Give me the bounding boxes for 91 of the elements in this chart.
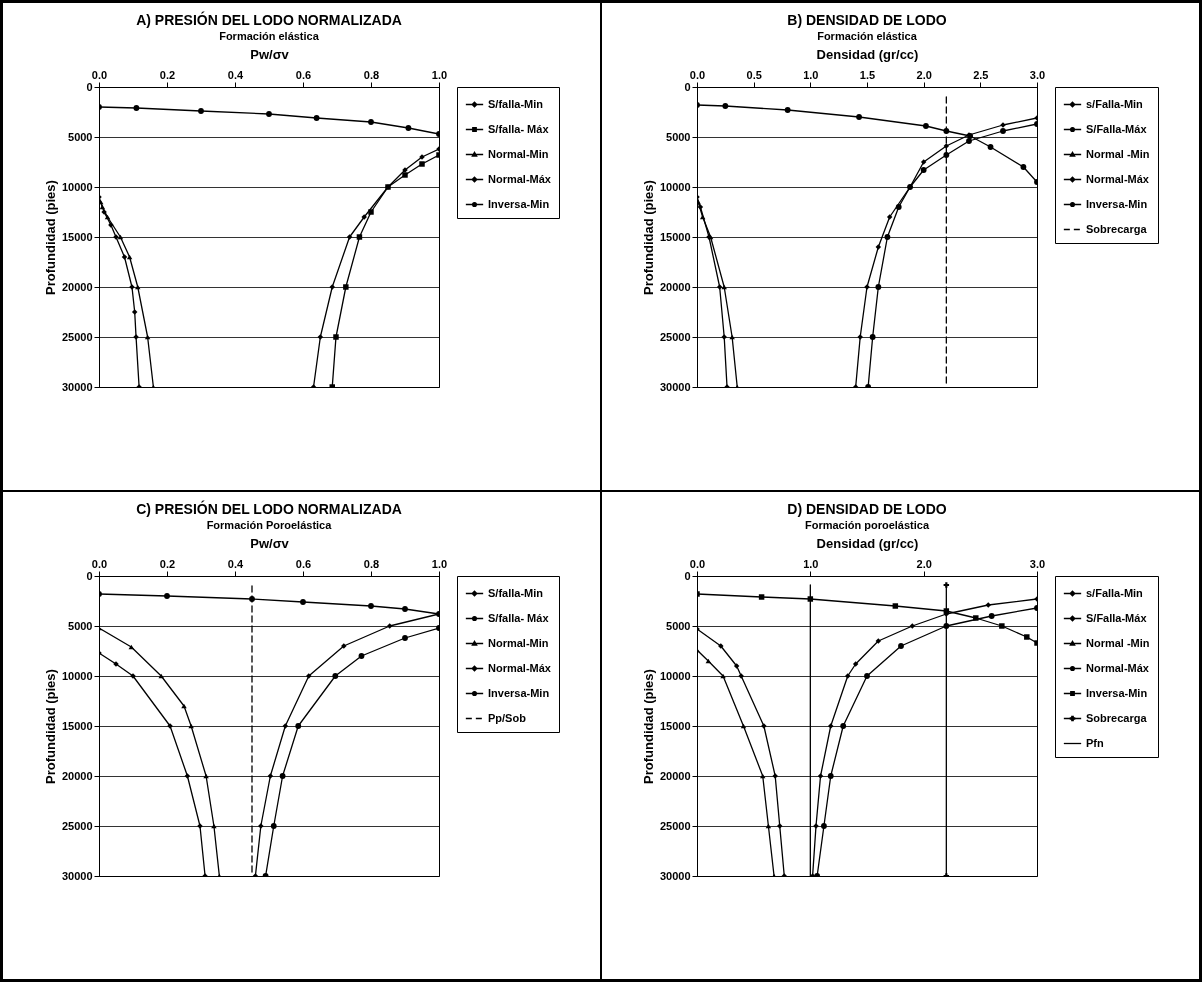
x-axis-title: Densidad (gr/cc) (816, 535, 919, 551)
y-tick-label: 0 (684, 80, 691, 93)
chart-title: A) PRESIÓN DEL LODO NORMALIZADA (135, 11, 402, 28)
y-tick-label: 5000 (67, 619, 92, 632)
x-tick-label: 3.0 (1029, 68, 1046, 81)
x-tick-label: 0.2 (159, 68, 175, 81)
y-tick-label: 5000 (666, 130, 691, 143)
x-tick-label: 0.5 (746, 68, 762, 81)
y-tick-label: 15000 (61, 719, 92, 732)
y-tick-label: 20000 (659, 280, 691, 293)
x-axis-title: Pw/σv (249, 46, 290, 62)
x-tick-label: 1.0 (431, 557, 447, 570)
chart-title: D) DENSIDAD DE LODO (787, 501, 947, 517)
y-tick-label: 30000 (61, 380, 92, 393)
y-tick-label: 20000 (61, 769, 92, 782)
y-tick-label: 10000 (659, 669, 691, 682)
y-tick-label: 30000 (659, 380, 691, 393)
x-tick-label: 0.0 (689, 557, 706, 570)
legend-label: Sobrecarga (1086, 222, 1148, 235)
legend-label: s/Falla-Min (1086, 97, 1144, 110)
y-tick-label: 5000 (666, 619, 691, 632)
legend-label: S/falla-Min (487, 97, 543, 110)
x-tick-label: 1.0 (803, 557, 819, 570)
x-tick-label: 0.6 (295, 68, 311, 81)
legend-label: Inversa-Min (487, 686, 549, 699)
legend-label: Pfn (1086, 736, 1104, 749)
x-tick-label: 0.4 (227, 68, 244, 81)
x-tick-label: 0.2 (159, 557, 175, 570)
legend-label: Normal -Min (1086, 147, 1150, 160)
legend-label: S/falla-Min (487, 586, 543, 599)
x-tick-label: 3.0 (1029, 557, 1046, 570)
legend-label: Sobrecarga (1086, 711, 1148, 724)
y-tick-label: 10000 (61, 180, 92, 193)
chart-subtitle: Formación elástica (218, 30, 320, 42)
y-tick-label: 15000 (659, 719, 691, 732)
y-tick-label: 0 (85, 80, 92, 93)
legend-label: Normal-Máx (1086, 172, 1150, 185)
x-axis-title: Densidad (gr/cc) (816, 46, 919, 62)
legend-label: S/Falla-Máx (1086, 122, 1148, 135)
legend-label: S/falla- Máx (487, 122, 549, 135)
y-tick-label: 0 (85, 569, 92, 582)
chart-subtitle: Formación Poroelástica (206, 519, 332, 531)
legend-label: Normal -Min (1086, 636, 1150, 649)
x-tick-label: 0.0 (91, 68, 107, 81)
y-tick-label: 20000 (659, 769, 691, 782)
x-tick-label: 1.0 (431, 68, 447, 81)
x-tick-label: 0.8 (363, 68, 379, 81)
chart-title: B) DENSIDAD DE LODO (787, 12, 947, 28)
y-tick-label: 30000 (659, 869, 691, 882)
x-tick-label: 0.0 (689, 68, 706, 81)
chart-subtitle: Formación elástica (817, 30, 918, 42)
y-tick-label: 25000 (61, 330, 92, 343)
x-tick-label: 1.0 (803, 68, 819, 81)
x-tick-label: 2.0 (916, 557, 932, 570)
x-tick-label: 2.5 (973, 68, 989, 81)
legend-label: Normal-Min (487, 147, 549, 160)
legend-label: S/Falla-Máx (1086, 611, 1148, 624)
y-tick-label: 5000 (67, 130, 92, 143)
y-axis-title: Profundidad (pies) (42, 180, 58, 295)
x-tick-label: 0.8 (363, 557, 379, 570)
y-axis-title: Profundidad (pies) (640, 669, 656, 784)
y-tick-label: 10000 (61, 669, 92, 682)
y-tick-label: 25000 (659, 330, 691, 343)
y-tick-label: 10000 (659, 180, 691, 193)
y-tick-label: 0 (684, 569, 691, 582)
legend-label: Normal-Máx (1086, 661, 1150, 674)
x-tick-label: 0.6 (295, 557, 311, 570)
legend-label: Inversa-Min (1086, 197, 1148, 210)
y-tick-label: 25000 (659, 819, 691, 832)
y-tick-label: 15000 (61, 230, 92, 243)
x-axis-title: Pw/σv (249, 535, 290, 551)
y-tick-label: 20000 (61, 280, 92, 293)
y-tick-label: 25000 (61, 819, 92, 832)
legend-label: Inversa-Min (487, 197, 549, 210)
x-tick-label: 0.0 (91, 557, 107, 570)
y-tick-label: 30000 (61, 869, 92, 882)
legend-label: Pp/Sob (487, 711, 526, 724)
legend-label: S/falla- Máx (487, 611, 549, 624)
legend-label: Inversa-Min (1086, 686, 1148, 699)
y-axis-title: Profundidad (pies) (640, 180, 656, 295)
y-tick-label: 15000 (659, 230, 691, 243)
x-tick-label: 2.0 (916, 68, 932, 81)
x-tick-label: 0.4 (227, 557, 244, 570)
legend-label: Normal-Máx (487, 661, 552, 674)
legend-label: Normal-Min (487, 636, 549, 649)
chart-subtitle: Formación poroelástica (804, 519, 930, 531)
chart-title: C) PRESIÓN DEL LODO NORMALIZADA (135, 500, 402, 517)
legend-label: s/Falla-Min (1086, 586, 1144, 599)
x-tick-label: 1.5 (859, 68, 876, 81)
y-axis-title: Profundidad (pies) (42, 669, 58, 784)
legend-label: Normal-Máx (487, 172, 552, 185)
